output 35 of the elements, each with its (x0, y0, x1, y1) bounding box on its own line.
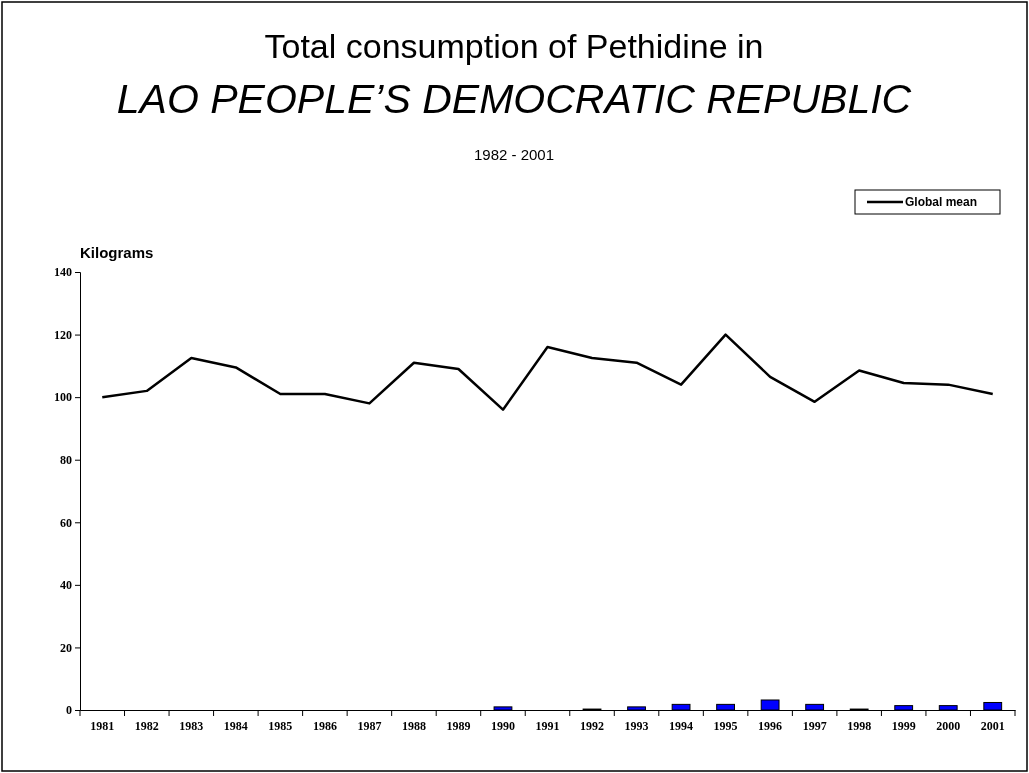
y-axis-title: Kilograms (80, 244, 154, 261)
x-tick-label: 1998 (847, 718, 872, 733)
x-tick-label: 1984 (223, 718, 248, 733)
x-tick-label: 1993 (624, 718, 649, 733)
y-tick-label: 140 (54, 265, 72, 280)
x-tick-label: 1992 (580, 718, 605, 733)
x-tick-label: 1982 (134, 718, 159, 733)
chart-subtitle: LAO PEOPLE’S DEMOCRATIC REPUBLIC (116, 76, 912, 122)
x-tick-label: 2001 (980, 718, 1005, 733)
y-tick-label: 60 (60, 515, 72, 530)
x-tick-label: 1987 (357, 718, 382, 733)
y-tick-label: 120 (54, 327, 72, 342)
x-tick-label: 1990 (490, 718, 515, 733)
x-tick-label: 1988 (401, 718, 426, 733)
x-tick-label: 1985 (268, 718, 293, 733)
x-tick-label: 1997 (802, 718, 827, 733)
x-tick-label: 1995 (713, 718, 738, 733)
x-tick-label: 1994 (669, 718, 694, 733)
x-tick-label: 1986 (312, 718, 337, 733)
y-tick-label: 100 (54, 390, 72, 405)
y-tick-label: 40 (60, 578, 72, 593)
x-tick-label: 1981 (90, 718, 115, 733)
y-tick-label: 80 (60, 453, 72, 468)
x-tick-label: 1999 (891, 718, 916, 733)
text: 1982 - 2001 (473, 146, 555, 163)
x-tick-label: 1991 (535, 718, 560, 733)
x-tick-label: 1989 (446, 718, 471, 733)
y-tick-label: 20 (60, 640, 72, 655)
x-tick-label: 1983 (179, 718, 204, 733)
x-tick-label: 2000 (936, 718, 961, 733)
line-series (101, 333, 994, 411)
y-tick-label: 0 (66, 703, 72, 718)
x-tick-label: 1996 (758, 718, 783, 733)
legend-label: Global mean (905, 195, 978, 210)
chart-title: Total consumption of Pethidine in (264, 27, 764, 65)
